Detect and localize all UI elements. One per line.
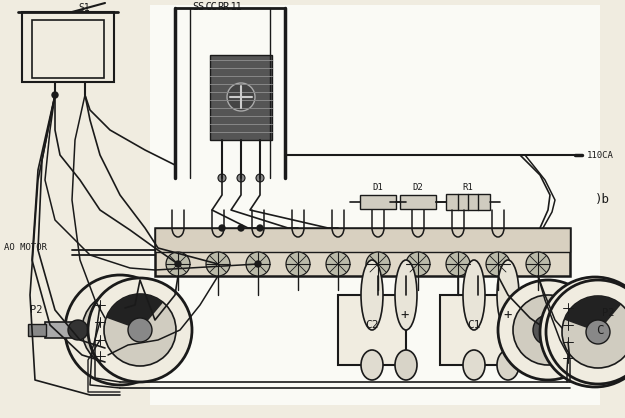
Circle shape: [128, 318, 152, 342]
Text: P2: P2: [602, 308, 614, 318]
Circle shape: [206, 252, 230, 276]
Bar: [45, 322, 83, 338]
Circle shape: [95, 351, 105, 361]
Circle shape: [246, 252, 270, 276]
Ellipse shape: [463, 350, 485, 380]
Bar: [400, 195, 436, 209]
Bar: [338, 295, 406, 365]
Circle shape: [563, 353, 573, 363]
Text: 110CA: 110CA: [587, 150, 614, 160]
Circle shape: [237, 174, 245, 182]
Circle shape: [255, 261, 261, 267]
Circle shape: [526, 252, 550, 276]
Circle shape: [602, 320, 625, 344]
Circle shape: [82, 292, 158, 368]
Text: D2: D2: [412, 183, 423, 192]
Text: C1: C1: [468, 320, 481, 330]
Ellipse shape: [497, 350, 519, 380]
Bar: [446, 194, 490, 210]
Ellipse shape: [463, 260, 485, 330]
Circle shape: [104, 294, 176, 366]
Ellipse shape: [395, 260, 417, 330]
Circle shape: [95, 317, 105, 327]
Bar: [32, 20, 104, 78]
Text: R1: R1: [462, 183, 473, 192]
Text: C2: C2: [365, 320, 379, 330]
Text: S1: S1: [78, 3, 90, 13]
Text: AO MOTOR: AO MOTOR: [4, 244, 47, 252]
Bar: [440, 295, 508, 365]
Circle shape: [257, 225, 263, 231]
Circle shape: [540, 277, 625, 387]
Circle shape: [219, 225, 225, 231]
Ellipse shape: [497, 260, 519, 330]
Ellipse shape: [395, 350, 417, 380]
Circle shape: [68, 320, 88, 340]
Circle shape: [562, 296, 625, 368]
Text: P2: P2: [30, 305, 42, 315]
Circle shape: [166, 252, 190, 276]
Bar: [596, 322, 624, 336]
Text: )b: )b: [595, 194, 610, 206]
Bar: [155, 228, 570, 252]
Circle shape: [446, 252, 470, 276]
Circle shape: [586, 320, 610, 344]
Circle shape: [498, 280, 598, 380]
Text: +: +: [504, 308, 512, 322]
Circle shape: [286, 252, 310, 276]
Circle shape: [533, 315, 563, 345]
Text: S C R 1: S C R 1: [198, 2, 242, 12]
Circle shape: [95, 300, 105, 310]
Wedge shape: [106, 294, 163, 330]
Circle shape: [238, 225, 244, 231]
Wedge shape: [564, 296, 621, 332]
Circle shape: [52, 92, 58, 98]
Circle shape: [563, 320, 573, 330]
Circle shape: [563, 337, 573, 347]
Bar: [28, 324, 46, 336]
Text: D1: D1: [372, 183, 383, 192]
Text: S C R 1: S C R 1: [193, 2, 237, 12]
Circle shape: [546, 280, 625, 384]
Circle shape: [555, 292, 625, 372]
Circle shape: [227, 83, 255, 111]
Circle shape: [218, 174, 226, 182]
Bar: [360, 195, 396, 209]
Circle shape: [406, 252, 430, 276]
Circle shape: [326, 252, 350, 276]
Ellipse shape: [361, 260, 383, 330]
Circle shape: [513, 295, 583, 365]
Circle shape: [486, 252, 510, 276]
Circle shape: [88, 278, 192, 382]
Bar: [150, 5, 600, 405]
Bar: [155, 228, 570, 276]
Text: C: C: [596, 324, 604, 336]
Text: +: +: [401, 308, 409, 322]
Circle shape: [256, 174, 264, 182]
Ellipse shape: [361, 350, 383, 380]
Circle shape: [95, 335, 105, 345]
Circle shape: [175, 261, 181, 267]
Circle shape: [102, 312, 138, 348]
Bar: [555, 324, 575, 338]
Circle shape: [366, 252, 390, 276]
Bar: [210, 55, 272, 140]
Circle shape: [577, 314, 613, 350]
Circle shape: [65, 275, 175, 385]
Bar: [22, 12, 114, 82]
Circle shape: [563, 303, 573, 313]
